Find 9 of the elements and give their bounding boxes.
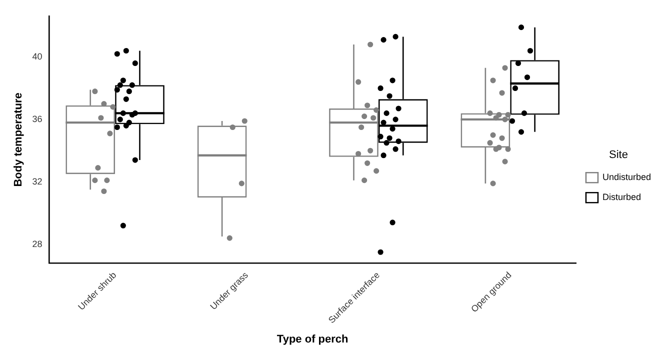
- y-tick-label: 32: [32, 176, 42, 186]
- y-tick-label: 28: [32, 238, 42, 249]
- legend-label: Disturbed: [602, 192, 641, 202]
- y-tick-label: 36: [32, 114, 42, 124]
- legend-title: Site: [609, 148, 628, 161]
- y-tick-label: 40: [32, 51, 42, 62]
- y-axis-title: Body temperature: [12, 92, 25, 187]
- x-axis-title: Type of perch: [276, 333, 349, 346]
- legend-label: Undisturbed: [602, 172, 651, 182]
